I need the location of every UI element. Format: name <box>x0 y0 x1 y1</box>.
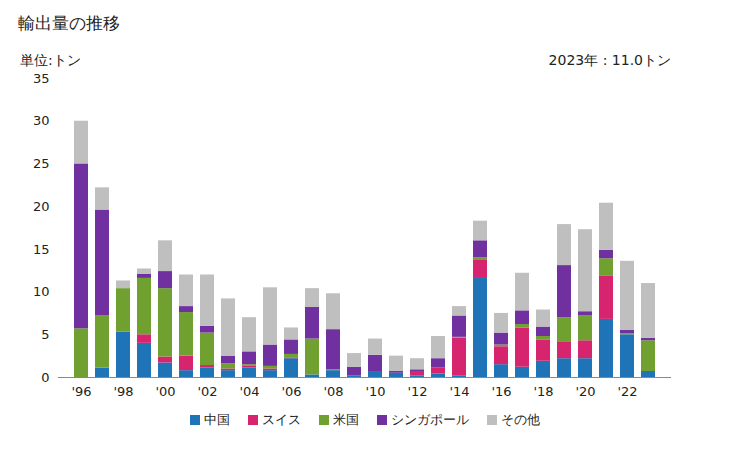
svg-text:'02: '02 <box>197 384 217 399</box>
svg-text:10: 10 <box>33 284 50 299</box>
svg-text:5: 5 <box>41 327 49 342</box>
svg-text:'16: '16 <box>491 384 511 399</box>
svg-text:'14: '14 <box>449 384 469 399</box>
svg-text:'22: '22 <box>617 384 637 399</box>
svg-text:'10: '10 <box>365 384 385 399</box>
svg-text:'20: '20 <box>575 384 595 399</box>
svg-text:20: 20 <box>33 199 50 214</box>
svg-text:'08: '08 <box>323 384 343 399</box>
svg-text:'18: '18 <box>533 384 553 399</box>
html-text:中国: 中国 <box>203 412 230 427</box>
svg-text:35: 35 <box>33 71 50 86</box>
svg-text:25: 25 <box>33 156 50 171</box>
html-text:その他: その他 <box>500 412 540 427</box>
svg-text:'96: '96 <box>71 384 91 399</box>
svg-text:'06: '06 <box>281 384 301 399</box>
svg-text:'04: '04 <box>239 384 259 399</box>
svg-text:0: 0 <box>41 370 49 385</box>
html-text:単位:トン: 単位:トン <box>20 52 81 68</box>
svg-text:30: 30 <box>33 113 50 128</box>
html-text:輸出量の推移: 輸出量の推移 <box>18 13 120 33</box>
html-text:スイス: スイス <box>261 412 301 427</box>
html-text:米国: 米国 <box>332 412 359 427</box>
svg-text:'12: '12 <box>407 384 427 399</box>
html-text:シンガポール: シンガポール <box>390 412 469 427</box>
svg-text:15: 15 <box>33 242 50 257</box>
html-text:2023年 : 11.0トン: 2023年 : 11.0トン <box>548 52 671 68</box>
svg-text:'98: '98 <box>113 384 133 399</box>
svg-text:'00: '00 <box>155 384 175 399</box>
